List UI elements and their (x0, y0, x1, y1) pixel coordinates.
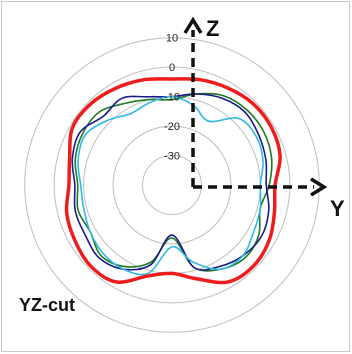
radial-tick-label: 10 (166, 33, 178, 45)
radial-tick-label: -10 (164, 92, 180, 104)
grid-ring (142, 155, 202, 215)
series-layer (64, 77, 282, 285)
series-line-2 (74, 92, 273, 272)
z-axis-label: Z (206, 16, 219, 41)
series-line-4 (77, 95, 264, 276)
z-arrowhead (183, 16, 203, 34)
y-axis-label: Y (330, 196, 345, 221)
radial-tick-label: -30 (164, 151, 180, 163)
series-line-1 (64, 77, 282, 285)
y-arrowhead (310, 177, 328, 197)
grid-ring (112, 125, 232, 245)
series-line-3 (71, 93, 270, 271)
radial-tick-labels: 10 0 -10 -20 -30 (164, 33, 180, 163)
radial-tick-label: 0 (169, 62, 175, 74)
radial-tick-label: -20 (164, 121, 180, 133)
chart-title: YZ-cut (19, 295, 75, 315)
grid-ring (53, 66, 291, 304)
